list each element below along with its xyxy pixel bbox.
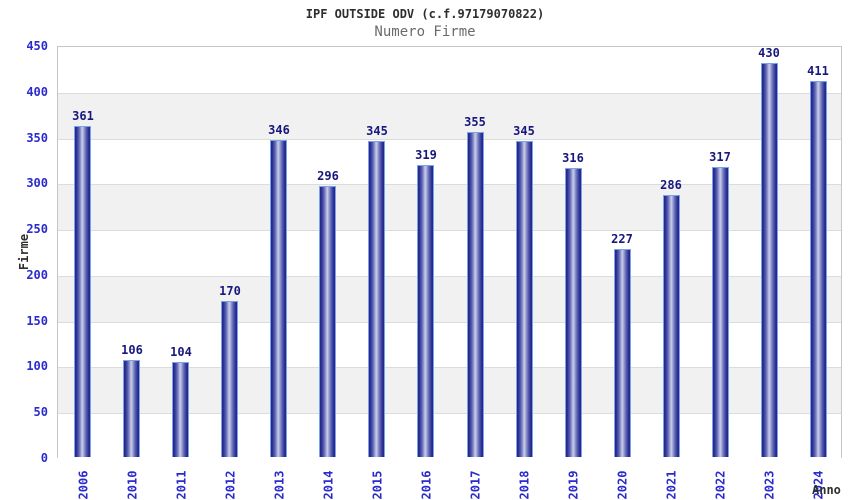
x-tick-label: 2013 [260, 459, 298, 500]
grid-line [58, 322, 841, 323]
bar-value-label: 430 [758, 46, 780, 60]
x-tick-label: 2020 [603, 459, 641, 500]
x-tick-text: 2015 [370, 470, 384, 500]
x-tick-label: 2012 [211, 459, 249, 500]
bar [319, 186, 336, 457]
grid-band [58, 47, 841, 93]
bar-value-label: 361 [72, 109, 94, 123]
x-tick-label: 2011 [162, 459, 200, 500]
grid-band [58, 230, 841, 276]
bar [614, 249, 631, 457]
y-tick-label: 250 [26, 222, 48, 236]
y-tick-label: 400 [26, 85, 48, 99]
x-tick-label: 2022 [701, 459, 739, 500]
bar [123, 360, 140, 457]
x-tick-label: 2017 [456, 459, 494, 500]
bar-value-label: 355 [464, 115, 486, 129]
bar [761, 63, 778, 457]
x-tick-label: 2016 [407, 459, 445, 500]
bar-value-label: 227 [611, 232, 633, 246]
x-tick-label: 2018 [505, 459, 543, 500]
grid-line [58, 367, 841, 368]
bar [663, 195, 680, 457]
bar-value-label: 286 [660, 178, 682, 192]
y-tick-label: 350 [26, 131, 48, 145]
grid-band [58, 92, 841, 139]
bar [810, 81, 827, 457]
x-axis-title: Anno [812, 483, 841, 497]
bar [417, 165, 434, 457]
x-tick-text: 2017 [468, 470, 482, 500]
x-axis: 2006 2010 2011 2012 2013 2014 2015 2016 2017 2018… [58, 459, 843, 500]
x-tick-text: 2012 [223, 470, 237, 500]
grid-line [58, 184, 841, 185]
bar-value-label: 104 [170, 345, 192, 359]
bar-value-label: 317 [709, 150, 731, 164]
y-tick-label: 50 [33, 405, 48, 419]
bar-value-label: 345 [513, 124, 535, 138]
y-tick-label: 450 [26, 39, 48, 53]
bar [712, 167, 729, 457]
x-tick-text: 2022 [713, 470, 727, 500]
bar [516, 141, 533, 457]
bar [74, 126, 91, 457]
x-tick-text: 2016 [419, 470, 433, 500]
bar-value-label: 345 [366, 124, 388, 138]
x-tick-label: 2006 [64, 459, 102, 500]
chart-title: IPF OUTSIDE ODV (c.f.97179070822) [305, 7, 545, 21]
grid-band [58, 275, 841, 322]
bar-value-label: 170 [219, 284, 241, 298]
y-axis-title: Firme [17, 233, 31, 271]
x-tick-label: 2019 [554, 459, 592, 500]
grid-line [58, 139, 841, 140]
grid-line [58, 93, 841, 94]
bar-value-label: 346 [268, 123, 290, 137]
x-tick-label: 2014 [309, 459, 347, 500]
x-tick-label: 2010 [113, 459, 151, 500]
x-tick-text: 2019 [566, 470, 580, 500]
x-tick-text: 2010 [125, 470, 139, 500]
y-tick-label: 150 [26, 314, 48, 328]
bar-value-label: 296 [317, 169, 339, 183]
x-tick-label: 2015 [358, 459, 396, 500]
bar [270, 140, 287, 457]
x-tick-text: 2013 [272, 470, 286, 500]
plot-area: 361 106 104 170 346 296 345 319 355 345 316 227 286 3… [57, 46, 842, 459]
x-tick-text: 2018 [517, 470, 531, 500]
bar [467, 132, 484, 457]
grid-line [58, 230, 841, 231]
x-tick-text: 2011 [174, 470, 188, 500]
bar [172, 362, 189, 457]
bar-value-label: 411 [807, 64, 829, 78]
bar-value-label: 316 [562, 151, 584, 165]
bar-value-label: 106 [121, 343, 143, 357]
x-tick-text: 2006 [76, 470, 90, 500]
bar [565, 168, 582, 457]
bar-value-label: 319 [415, 148, 437, 162]
chart-subtitle: Numero Firme [374, 24, 476, 40]
grid-line [58, 413, 841, 414]
grid-band [58, 138, 841, 185]
x-tick-text: 2020 [615, 470, 629, 500]
x-tick-label: 2023 [750, 459, 788, 500]
x-tick-text: 2021 [664, 470, 678, 500]
y-tick-label: 200 [26, 268, 48, 282]
x-tick-text: 2023 [762, 470, 776, 500]
x-tick-text: 2014 [321, 470, 335, 500]
bar [221, 301, 238, 457]
bar [368, 141, 385, 457]
y-tick-label: 100 [26, 359, 48, 373]
grid-line [58, 276, 841, 277]
y-tick-label: 300 [26, 176, 48, 190]
grid-band [58, 321, 841, 368]
y-tick-label: 0 [40, 451, 48, 465]
x-tick-label: 2021 [652, 459, 690, 500]
grid-band [58, 184, 841, 231]
